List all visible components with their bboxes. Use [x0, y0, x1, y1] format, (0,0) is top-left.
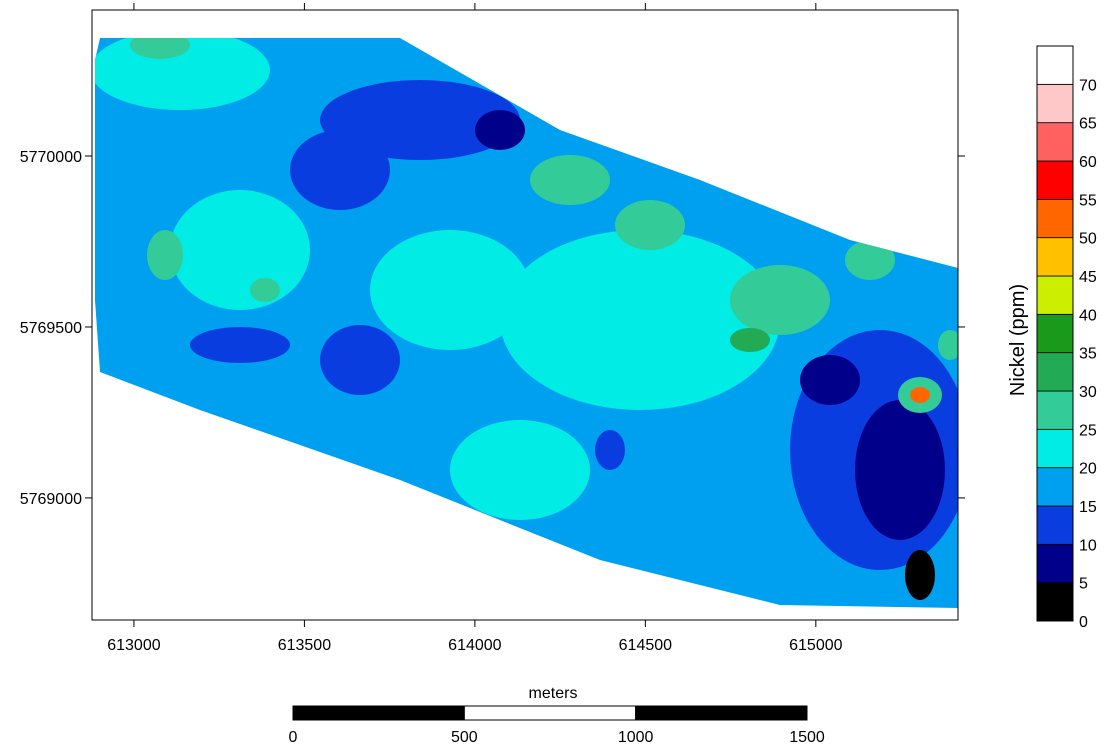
colorbar-label: 20 — [1079, 461, 1097, 478]
colorbar-label: 30 — [1079, 384, 1097, 401]
contour-fill — [95, 38, 958, 608]
x-tick-label: 614500 — [619, 637, 672, 654]
colorbar-band — [1036, 505, 1074, 545]
fill-5-10 — [475, 110, 525, 150]
colorbar-band — [1036, 313, 1074, 354]
fill-25-30 — [147, 230, 183, 280]
colorbar-band — [1036, 543, 1074, 584]
fill-10-15 — [290, 130, 390, 210]
fill-25-30 — [845, 240, 895, 280]
colorbar-band — [1036, 160, 1074, 200]
colorbar-band — [1036, 428, 1074, 469]
plot-frame — [91, 9, 959, 621]
x-tick-label: 614000 — [448, 637, 501, 654]
colorbar-label: 45 — [1079, 269, 1097, 286]
scale-bar-segment — [463, 705, 637, 721]
fill-50-55 — [910, 387, 930, 403]
y-tick-label: 5769000 — [20, 491, 82, 508]
colorbar-band — [1036, 275, 1074, 315]
scale-bar-label: meters — [529, 685, 578, 702]
fill-25-30 — [730, 265, 830, 335]
colorbar-label: 60 — [1079, 154, 1097, 171]
fill-20-25 — [500, 230, 780, 410]
colorbar-label: 10 — [1079, 537, 1097, 554]
fill-0-5 — [905, 550, 935, 600]
fill-25-30 — [615, 200, 685, 250]
y-tick-label: 5769500 — [20, 320, 82, 337]
fill-25-30 — [530, 155, 610, 205]
colorbar-band — [1036, 467, 1074, 507]
x-tick-label: 613000 — [107, 637, 160, 654]
colorbar-label: 0 — [1079, 614, 1088, 631]
colorbar-label: 35 — [1079, 346, 1097, 363]
fill-25-30 — [250, 278, 280, 302]
colorbar-label: 15 — [1079, 499, 1097, 516]
scale-bar-tick-label: 0 — [289, 729, 298, 746]
colorbar-band — [1036, 83, 1074, 124]
scale-bar-segment — [292, 705, 465, 721]
colorbar-band — [1036, 122, 1074, 162]
fill-20-25 — [170, 190, 310, 310]
fill-5-10 — [855, 400, 945, 540]
colorbar-title: Nickel (ppm) — [1007, 284, 1029, 396]
colorbar-band — [1036, 237, 1074, 277]
colorbar-label: 50 — [1079, 231, 1097, 248]
colorbar-band — [1036, 582, 1074, 622]
scale-bar-tick-label: 1000 — [618, 729, 654, 746]
fill-5-10 — [800, 355, 860, 405]
fill-10-15 — [320, 325, 400, 395]
fill-25-30 — [130, 38, 190, 59]
x-tick-label: 615000 — [789, 637, 842, 654]
colorbar-band — [1036, 198, 1074, 239]
colorbar-label: 40 — [1079, 307, 1097, 324]
fill-30-35 — [730, 328, 770, 352]
x-tick-label: 613500 — [278, 637, 331, 654]
colorbar-label: 65 — [1079, 116, 1097, 133]
colorbar-label: 70 — [1079, 77, 1097, 94]
fill-25-30 — [938, 330, 958, 360]
fill-20-25 — [370, 230, 530, 350]
scale-bar-tick-label: 500 — [451, 729, 478, 746]
colorbar-band — [1036, 390, 1074, 430]
colorbar-band — [1036, 352, 1074, 392]
colorbar-frame — [1036, 45, 1074, 622]
colorbar-label: 55 — [1079, 192, 1097, 209]
y-tick-label: 5770000 — [20, 149, 82, 166]
colorbar-label: 25 — [1079, 422, 1097, 439]
fill-20-25 — [450, 420, 590, 520]
colorbar-band — [1036, 45, 1074, 85]
fill-10-15 — [190, 327, 290, 363]
scale-bar-tick-label: 1500 — [789, 729, 825, 746]
scale-bar-segment — [635, 705, 808, 721]
fill-10-15 — [595, 430, 625, 470]
colorbar-label: 5 — [1079, 576, 1088, 593]
